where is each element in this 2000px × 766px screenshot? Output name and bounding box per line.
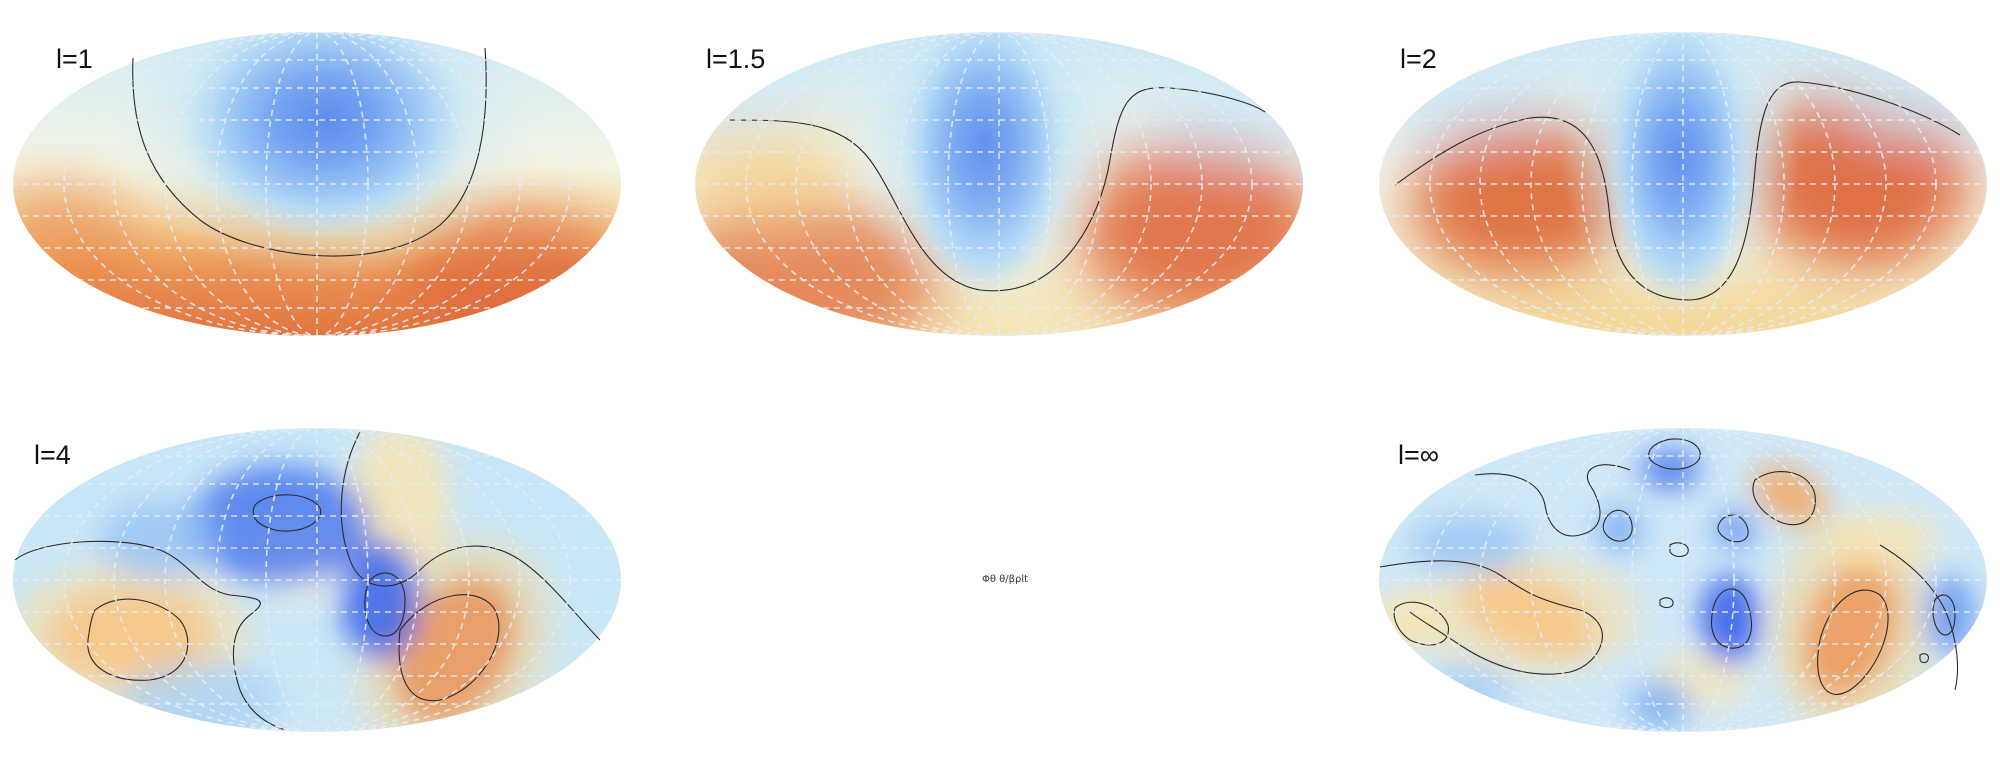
- panel-label: l=2: [1400, 44, 1437, 74]
- panel-linf: l=∞: [1379, 428, 1987, 732]
- panel-l1: l=1: [13, 32, 621, 336]
- contour-line: [1394, 81, 1961, 301]
- panel-l15: l=1.5: [695, 32, 1303, 336]
- contour-lines: [1379, 438, 1959, 695]
- panel-l2: l=2: [1379, 32, 1987, 336]
- panel-l4: l=4: [13, 428, 621, 732]
- panel-label: l=1.5: [706, 44, 765, 74]
- panel-label: l=∞: [1398, 440, 1439, 470]
- panel-label: l=4: [34, 440, 71, 470]
- field-map-l1: [13, 32, 621, 336]
- field-map-l4: [13, 428, 621, 732]
- panel-label: l=1: [56, 44, 93, 74]
- field-map-linf: [1379, 428, 1987, 732]
- field-map-l2: [1379, 32, 1987, 336]
- center-label: Φθ θ/βρlt: [982, 574, 1028, 585]
